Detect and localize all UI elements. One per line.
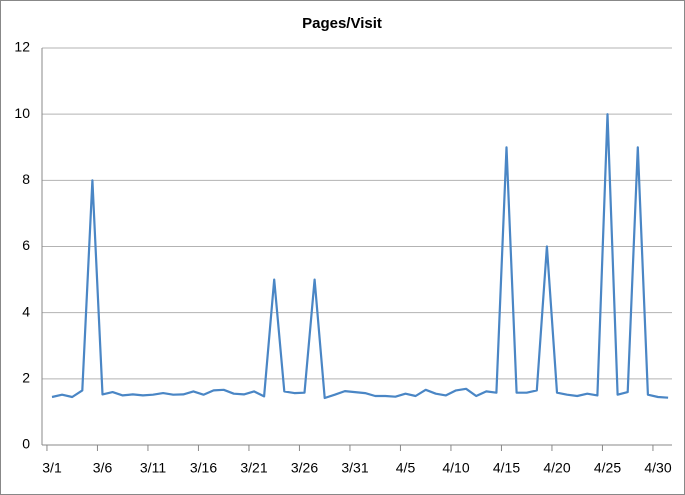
y-tick-label: 4 xyxy=(22,303,30,319)
x-tick-label: 3/31 xyxy=(341,460,368,476)
x-tick-label: 4/10 xyxy=(442,460,469,476)
x-tick-label: 3/21 xyxy=(240,460,267,476)
y-tick-label: 0 xyxy=(22,436,30,452)
x-tick-label: 3/26 xyxy=(291,460,318,476)
y-tick-label: 6 xyxy=(22,237,30,253)
y-tick-label: 12 xyxy=(14,39,30,55)
y-tick-label: 2 xyxy=(22,370,30,386)
x-tick-label: 4/20 xyxy=(543,460,570,476)
x-tick-label: 3/11 xyxy=(140,460,166,476)
x-tick-label: 4/5 xyxy=(396,460,416,476)
data-line xyxy=(51,113,669,400)
x-tick-label: 3/16 xyxy=(190,460,217,476)
x-tick-label: 4/30 xyxy=(644,460,671,476)
y-tick-label: 8 xyxy=(22,171,30,187)
x-tick-label: 3/6 xyxy=(93,460,113,476)
y-tick-label: 10 xyxy=(14,105,30,121)
x-tick-label: 4/15 xyxy=(493,460,520,476)
x-tick-label: 3/1 xyxy=(42,460,62,476)
x-tick-label: 4/25 xyxy=(594,460,621,476)
chart-title: Pages/Visit xyxy=(302,15,382,32)
